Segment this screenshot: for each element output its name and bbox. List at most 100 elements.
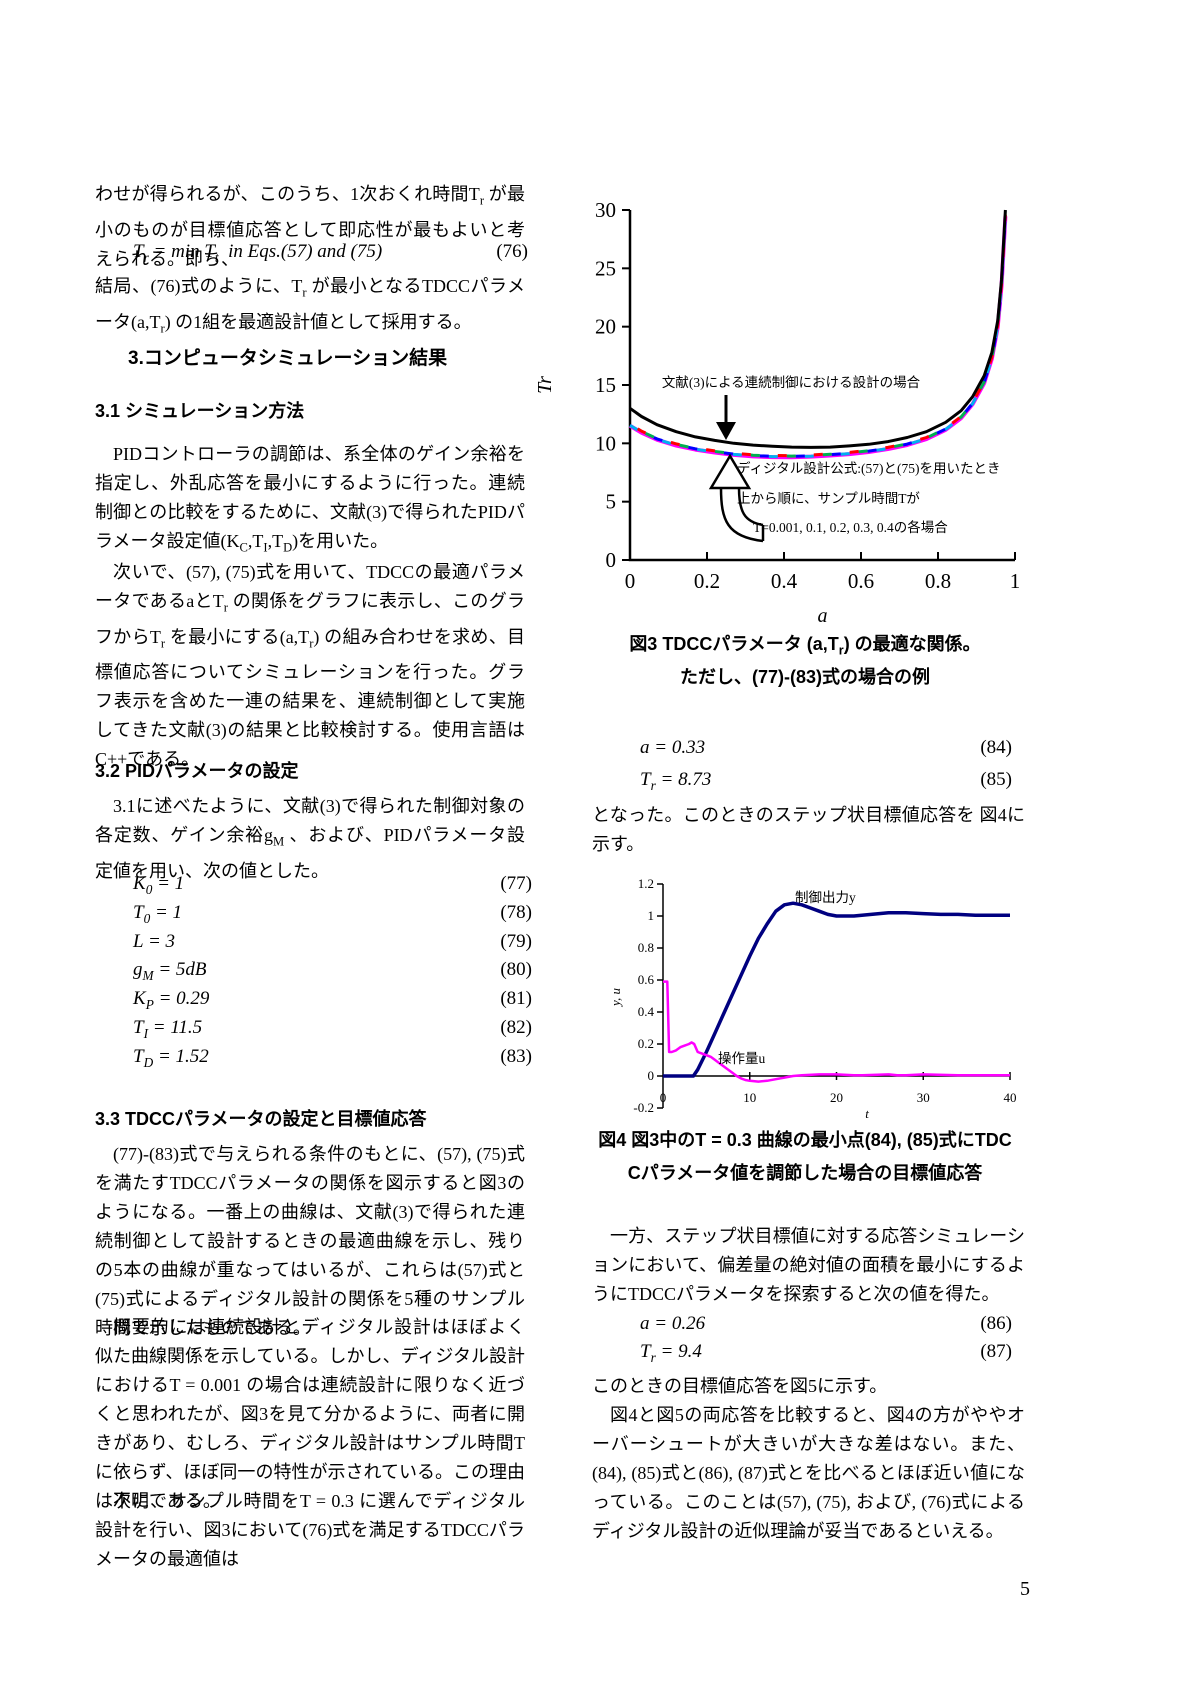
section-heading-3-2: 3.2 PIDパラメータの設定 (95, 761, 299, 781)
fig4-ytick-label: 0.6 (638, 972, 655, 987)
figure-4-chart: -0.2 0 0.2 0.4 0.6 0.8 1 1.2 0 10 20 30 40 t y, u 制御出力y… (608, 876, 1017, 1121)
equation-number: (81) (500, 988, 532, 1010)
fig3-ytick-label: 15 (595, 373, 616, 397)
paragraph: 一方、ステップ状目標値に対する応答シミュレーションにおいて、偏差量の絶対値の面積… (592, 1226, 1025, 1304)
paragraph: 概要的には連続設計とディジタル設計はほぼよく似た曲線関係を示している。しかし、デ… (95, 1317, 525, 1511)
fig4-annotation: 操作量u (718, 1051, 765, 1066)
up-arrow-tail (719, 487, 764, 543)
paragraph: (77)-(83)式で与えられる条件のもとに、(57), (75)式を満たすTD… (95, 1144, 525, 1338)
fig4-yaxis-label: y, u (608, 987, 623, 1008)
figure-4-caption-line1: 図4 図3中のT = 0.3 曲線の最小点(84), (85)式にTDC (598, 1130, 1012, 1150)
equation-expression: Tr = 8.73 (640, 769, 712, 793)
fig3-annotation: 文献(3)による連続制御における設計の場合 (662, 375, 921, 390)
fig4-ytick-label: -0.2 (633, 1100, 654, 1115)
fig3-yaxis-label: Tr (535, 376, 556, 394)
paragraph: 次に、サンプル時間をT = 0.3 に選んでディジタル設計を行い、図3において(… (95, 1491, 525, 1569)
equation-expression: KP = 0.29 (133, 988, 210, 1012)
fig4-ytick-label: 0.2 (638, 1036, 654, 1051)
paragraph: となった。このときのステップ状目標値応答を 図4に示す。 (592, 805, 1025, 854)
up-arrow-tail (737, 487, 764, 527)
page-number: 5 (1020, 1578, 1030, 1600)
equation-expression: gM = 5dB (133, 959, 207, 984)
figure-4: -0.2 0 0.2 0.4 0.6 0.8 1 1.2 0 10 20 30 40 t y, u 制御出力y… (580, 860, 1040, 1145)
series-ディジタル設計 T=0.1 (629, 215, 1007, 458)
fig4-ytick-label: 0.8 (638, 940, 654, 955)
equation-row: T0 = 1 (78) (133, 902, 532, 931)
equation-expression: K0 = 1 (133, 873, 185, 897)
equation-expression: a = 0.33 (640, 737, 706, 758)
paragraph: 次いで、(57), (75)式を用いて、TDCCの最適パラメータであるaとTr … (95, 562, 525, 770)
equation-row: L = 3 (79) (133, 931, 532, 960)
fig3-xtick-label: 1 (1010, 569, 1021, 593)
equation-number: (83) (500, 1045, 532, 1067)
equation-number: (79) (500, 930, 532, 952)
equation-expression: T0 = 1 (133, 901, 183, 926)
fig4-ytick-label: 1 (648, 908, 655, 923)
equation-number: (84) (980, 737, 1012, 758)
equation-number: (77) (500, 873, 532, 894)
fig3-annotation: T=0.001, 0.1, 0.2, 0.3, 0.4の各場合 (753, 520, 948, 535)
fig4-annotation: 制御出力y (795, 890, 856, 905)
figure-3-chart: 0 5 10 15 20 25 30 0 0.2 0.4 0.6 0.8 1 a Tr 文献(3)による連続制… (534, 198, 1021, 627)
fig3-xtick-label: 0 (625, 569, 636, 593)
fig4-ytick-label: 1.2 (638, 876, 654, 891)
equation-row: TD = 1.52 (83) (133, 1046, 532, 1075)
down-arrow-icon (716, 422, 736, 440)
equation-expression: Tr = min Tt in Eqs.(57) and (75) (133, 241, 383, 265)
equation: Tr = 9.4 (87) (640, 1341, 1012, 1366)
equation: Tr = min Tt in Eqs.(57) and (75) (76) (133, 241, 528, 266)
fig3-annotation: 上から順に、サンプル時間Tが (737, 491, 920, 506)
series-操作量u (663, 980, 1010, 1083)
equation: a = 0.33 (84) (640, 737, 1012, 759)
series-連続制御設計(文献(3)) (629, 209, 1007, 449)
fig3-annotation: ディジタル設計公式:(57)と(75)を用いたとき (737, 460, 1001, 476)
equation-list: K0 = 1 (77) T0 = 1 (78) L = 3 (79) gM = 5dB (80… (133, 873, 532, 1075)
figure-3-caption-line1: 図3 TDCCパラメータ (a,Tr) の最適な関係。 (629, 634, 981, 658)
fig3-xtick-label: 0.2 (694, 569, 720, 593)
fig3-ytick-label: 20 (595, 315, 616, 339)
fig3-xtick-label: 0.8 (925, 569, 951, 593)
equation-expression: Tr = 9.4 (640, 1341, 702, 1365)
equation-number: (87) (980, 1341, 1012, 1362)
equation-expression: a = 0.26 (640, 1313, 706, 1334)
fig4-ytick-label: 0.4 (638, 1004, 655, 1019)
fig3-xtick-label: 0.4 (771, 569, 798, 593)
paragraph: 3.1に述べたように、文献(3)で得られた制御対象の各定数、ゲイン余裕gM 、お… (95, 796, 526, 881)
paragraph: 結局、(76)式のように、Tr が最小となるTDCCパラメータ(a,Tr) の1… (95, 276, 525, 336)
equation-row: K0 = 1 (77) (133, 873, 532, 902)
series-制御出力y (663, 901, 1010, 1078)
paragraph: PIDコントローラの調節は、系全体のゲイン余裕を指定し、外乱応答を最小にするよう… (95, 444, 525, 555)
equation-row: TI = 11.5 (82) (133, 1017, 532, 1046)
fig3-ytick-label: 10 (595, 431, 616, 455)
paragraph: わせが得られるが、このうち、1次おくれ時間Tr が最小のものが目標値応答として即… (95, 184, 526, 269)
fig4-xaxis-label: t (865, 1106, 869, 1121)
fig3-xtick-label: 0.6 (848, 569, 874, 593)
fig4-ytick-label: 0 (648, 1068, 655, 1083)
equation-number: (82) (500, 1016, 532, 1038)
equation-expression: L = 3 (133, 930, 176, 952)
equation-number: (76) (496, 241, 528, 262)
series-ディジタル設計 T=0.2 (629, 215, 1007, 458)
fig4-xtick-label: 0 (660, 1090, 667, 1105)
equation-number: (80) (500, 959, 532, 981)
equation-number: (85) (980, 769, 1012, 790)
fig4-xtick-label: 30 (917, 1090, 930, 1105)
section-heading-3-1: 3.1 シミュレーション方法 (95, 401, 305, 421)
equation: a = 0.26 (86) (640, 1313, 1012, 1335)
equation-number: (78) (500, 901, 532, 923)
series-ディジタル設計 T=0.3 (629, 215, 1007, 459)
up-arrow-icon (708, 453, 752, 490)
fig4-xtick-label: 20 (830, 1090, 843, 1105)
equation-row: KP = 0.29 (81) (133, 988, 532, 1017)
figure-4-caption-line2: Cパラメータ値を調節した場合の目標値応答 (627, 1163, 983, 1183)
equation: Tr = 8.73 (85) (640, 769, 1012, 794)
equation-number: (86) (980, 1313, 1012, 1334)
figure-3: 0 5 10 15 20 25 30 0 0.2 0.4 0.6 0.8 1 a Tr 文献(3)による連続制… (534, 175, 1035, 640)
equation-expression: TD = 1.52 (133, 1045, 209, 1070)
paragraph: 図4と図5の両応答を比較すると、図4の方がややオーバーシュートが大きいが大きな差… (592, 1405, 1025, 1541)
equation-expression: TI = 11.5 (133, 1016, 203, 1041)
paragraph: このときの目標値応答を図5に示す。 (592, 1376, 888, 1396)
section-heading-3: 3.コンピュータシミュレーション結果 (128, 348, 448, 369)
fig3-ytick-label: 5 (606, 490, 617, 514)
